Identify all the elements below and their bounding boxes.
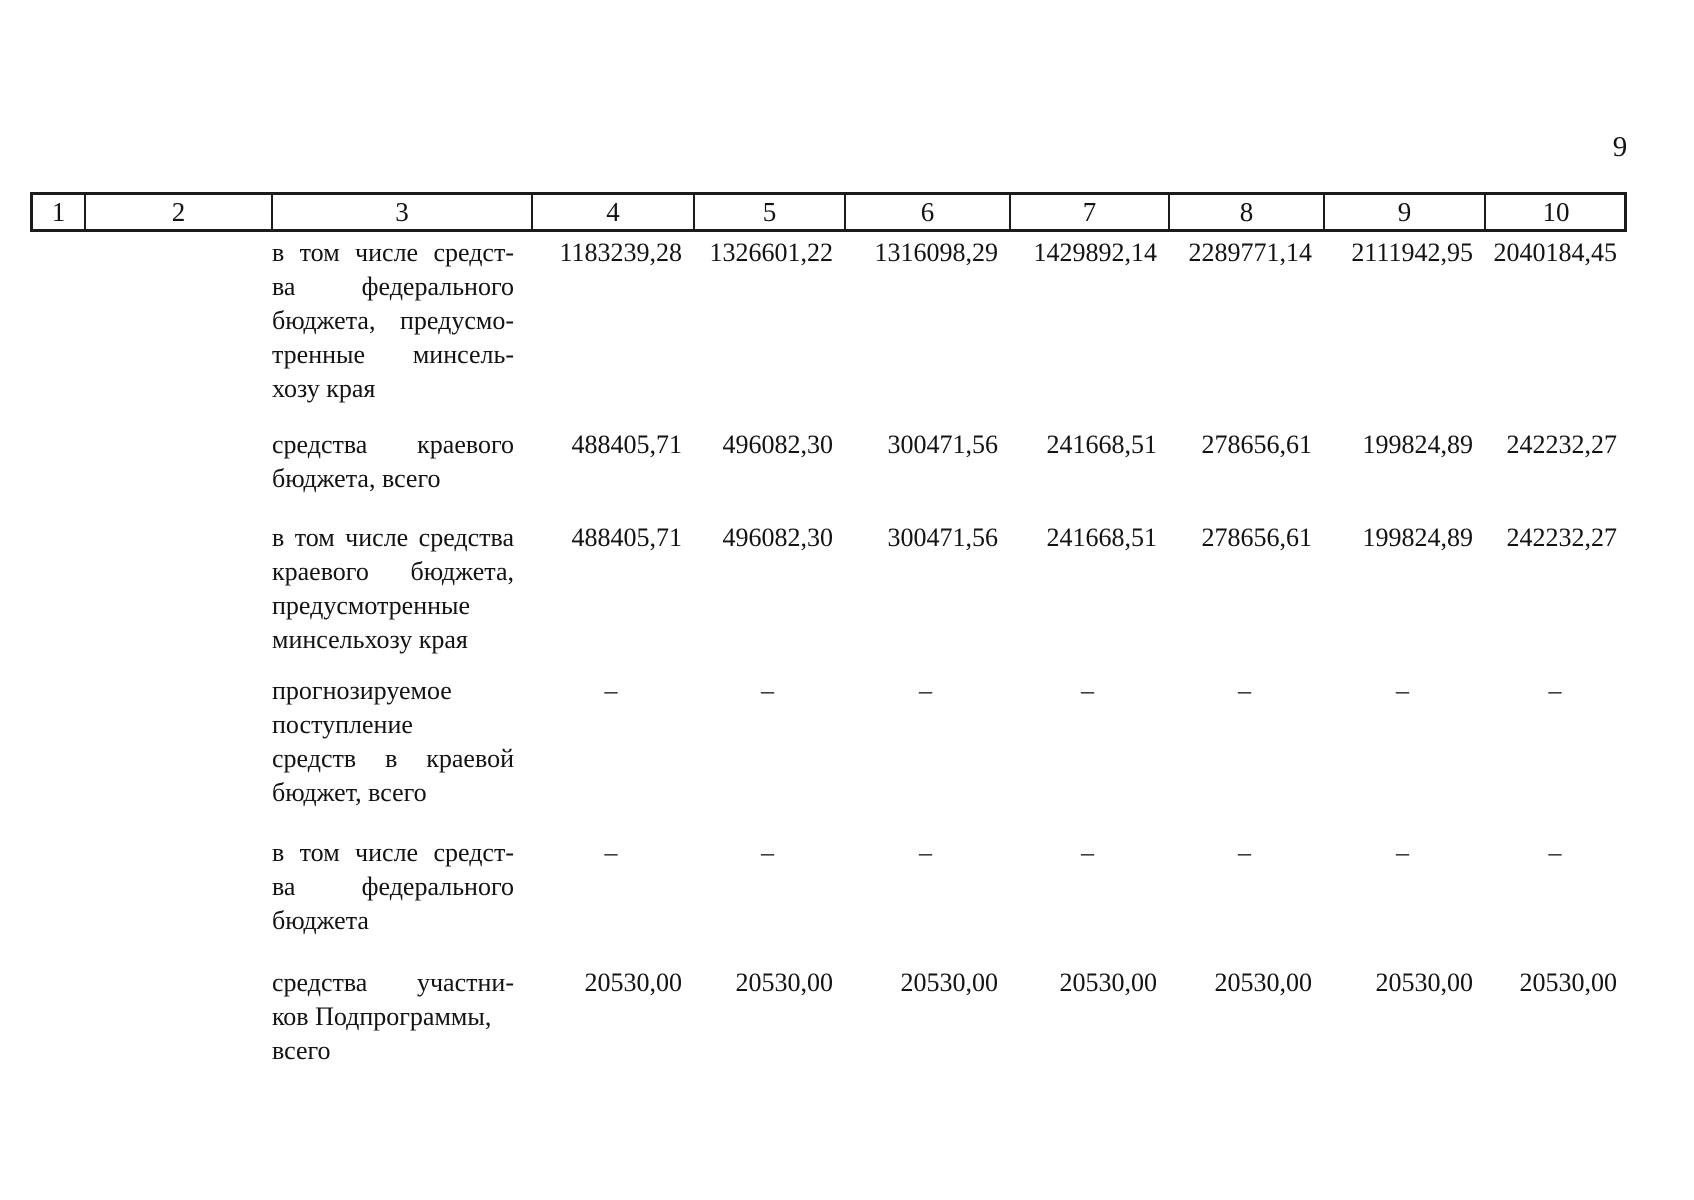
cell-value: – xyxy=(1238,838,1251,867)
row-label: средства участни-ков Подпрограммы, всего xyxy=(270,966,530,1068)
row-label-line: ва федерального xyxy=(272,272,514,301)
table-row: в том числе средст-ва федерального бюджет… xyxy=(30,836,1627,938)
row-label-line: краевого бюджета, xyxy=(272,557,514,586)
cell-value: – xyxy=(1081,838,1094,867)
cell-value: 488405,71 xyxy=(571,430,683,459)
column-header-cell: 5 xyxy=(695,195,846,229)
cell-value: – xyxy=(1548,676,1562,705)
cell-value: 278656,61 xyxy=(1201,430,1313,459)
row-label-line: бюджета, всего xyxy=(272,464,441,493)
column-header-cell: 10 xyxy=(1542,196,1570,227)
cell-value: – xyxy=(919,676,932,705)
cell-value: 199824,89 xyxy=(1362,430,1474,459)
cell-value: – xyxy=(1081,676,1094,705)
cell-value: – xyxy=(761,676,774,705)
cell-value: 300471,56 xyxy=(887,523,999,552)
row-label-line: в том числе средст- xyxy=(272,838,514,867)
cell-value: 241668,51 xyxy=(1046,523,1158,552)
row-label: средства краевого бюджета, всего xyxy=(270,428,530,496)
cell-value: 20530,00 xyxy=(1519,968,1618,997)
cell-value: 20530,00 xyxy=(584,968,683,997)
cell-value: 2289771,14 xyxy=(1188,238,1313,267)
row-label: в том числе средства краевого бюджета, пре… xyxy=(270,521,530,657)
cell-value: 20530,00 xyxy=(900,968,999,997)
column-header-cell: 9 xyxy=(1325,195,1486,229)
cell-value: 20530,00 xyxy=(1375,968,1474,997)
cell-value: 20530,00 xyxy=(1214,968,1313,997)
table-row: средства участни-ков Подпрограммы, всего 2… xyxy=(30,966,1627,1068)
page-number: 9 xyxy=(1612,131,1628,163)
table-row: в том числе средства краевого бюджета, пре… xyxy=(30,521,1627,657)
row-label-line: поступление xyxy=(272,710,413,739)
cell-value: – xyxy=(919,838,932,867)
column-header-cell: 3 xyxy=(273,195,533,229)
row-label-line: всего xyxy=(272,1036,331,1065)
cell-value: – xyxy=(604,676,618,705)
column-header-cell: 6 xyxy=(846,195,1011,229)
row-label-line: средства участни- xyxy=(272,968,514,997)
cell-value: 20530,00 xyxy=(1059,968,1158,997)
row-label-line: бюджет, всего xyxy=(272,778,427,807)
cell-value: 496082,30 xyxy=(722,430,834,459)
row-label-line: средства краевого xyxy=(272,430,514,459)
table-row: прогнозируемое поступление средств в краев… xyxy=(30,674,1627,810)
column-header-cell: 8 xyxy=(1170,195,1325,229)
row-label: в том числе средст-ва федерального бюджет… xyxy=(270,236,530,406)
row-label-line: бюджета, предусмо- xyxy=(272,306,514,335)
cell-value: 278656,61 xyxy=(1201,523,1313,552)
cell-value: – xyxy=(1396,838,1409,867)
row-label-line: в том числе средства xyxy=(272,523,514,552)
cell-value: – xyxy=(1548,838,1562,867)
column-header-cell: 7 xyxy=(1011,195,1170,229)
cell-value: 1326601,22 xyxy=(709,238,834,267)
cell-value: 1183239,28 xyxy=(559,238,682,267)
cell-value: 300471,56 xyxy=(887,430,999,459)
row-label: в том числе средст-ва федерального бюджет… xyxy=(270,836,530,938)
cell-value: 199824,89 xyxy=(1362,523,1474,552)
row-label-line: хозу края xyxy=(272,374,376,403)
cell-value: 1429892,14 xyxy=(1033,238,1158,267)
row-label-line: бюджета xyxy=(272,906,369,935)
table-header-row: 1 2 3 4 5 6 7 8 9 10 xyxy=(30,192,1627,232)
cell-value: – xyxy=(604,838,618,867)
row-label-line: в том числе средст- xyxy=(272,238,514,267)
column-header-cell: 4 xyxy=(533,195,695,229)
cell-value: – xyxy=(1238,676,1251,705)
cell-value: 242232,27 xyxy=(1506,523,1618,552)
row-label-line: ва федерального xyxy=(272,872,514,901)
row-label: прогнозируемое поступление средств в краев… xyxy=(270,674,530,810)
cell-value: – xyxy=(1396,676,1409,705)
cell-value: 20530,00 xyxy=(735,968,834,997)
cell-value: 2111942,95 xyxy=(1351,238,1473,267)
row-label-line: ков Подпрограммы, xyxy=(272,1002,492,1031)
row-label-line: тренные минсель- xyxy=(272,340,514,369)
cell-value: 241668,51 xyxy=(1046,430,1158,459)
cell-value: 242232,27 xyxy=(1506,430,1618,459)
cell-value: 2040184,45 xyxy=(1493,238,1618,267)
cell-value: 496082,30 xyxy=(722,523,834,552)
table-row: в том числе средст-ва федерального бюджет… xyxy=(30,236,1627,406)
cell-value: 488405,71 xyxy=(571,523,683,552)
cell-value: – xyxy=(761,838,774,867)
row-label-line: минсельхозу края xyxy=(272,625,468,654)
row-label-line: средств в краевой xyxy=(272,744,514,773)
column-header-cell: 2 xyxy=(86,195,273,229)
row-label-line: предусмотренные xyxy=(272,591,471,620)
cell-value: 1316098,29 xyxy=(874,238,999,267)
table-row: средства краевого бюджета, всего 488405,71… xyxy=(30,428,1627,496)
row-label-line: прогнозируемое xyxy=(272,676,452,705)
column-header-cell: 1 xyxy=(33,195,86,229)
